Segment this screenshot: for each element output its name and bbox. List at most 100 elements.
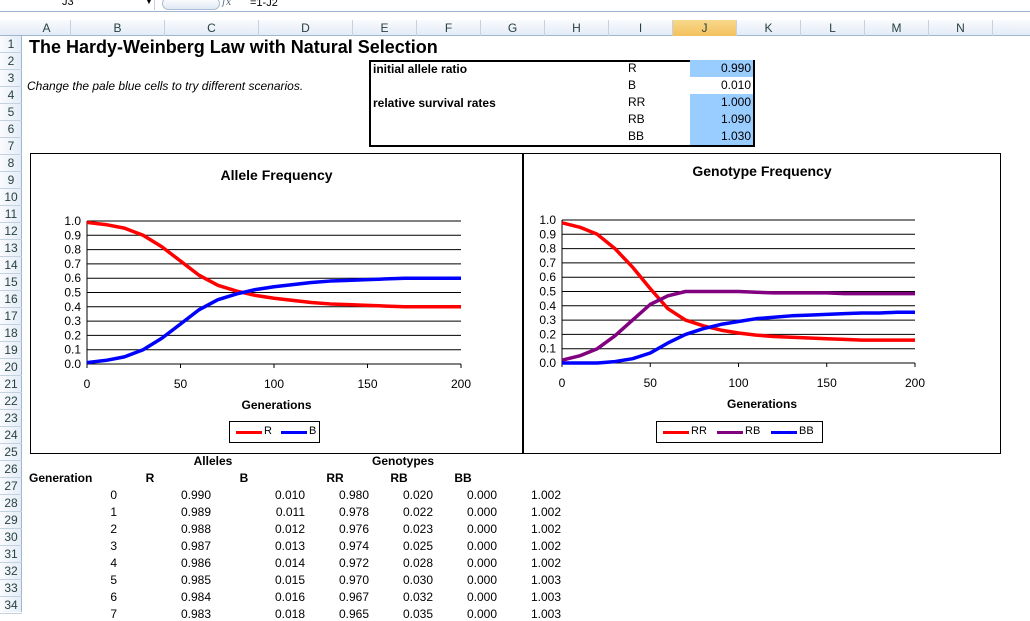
row-header-28[interactable]: 28 (0, 495, 22, 512)
row-header-8[interactable]: 8 (0, 155, 22, 172)
table-cell[interactable]: 0.986 (180, 556, 211, 570)
table-cell[interactable]: 0.967 (338, 590, 369, 604)
survival-rates-label[interactable]: relative survival rates (373, 96, 496, 110)
column-header-d[interactable]: D (259, 20, 353, 36)
row-header-2[interactable]: 2 (0, 53, 22, 70)
row-header-15[interactable]: 15 (0, 274, 22, 291)
param-name[interactable]: B (628, 78, 637, 92)
table-cell[interactable]: 0.983 (180, 607, 211, 621)
row-header-27[interactable]: 27 (0, 478, 22, 495)
sheet-subtitle[interactable]: Change the pale blue cells to try differ… (27, 79, 304, 93)
table-cell[interactable]: 0.965 (338, 607, 369, 621)
param-value-cell[interactable]: 1.030 (690, 128, 753, 145)
column-header-g[interactable]: G (481, 20, 545, 36)
row-header-14[interactable]: 14 (0, 257, 22, 274)
table-cell[interactable]: 0.985 (180, 573, 211, 587)
table-cell[interactable]: 0.000 (466, 522, 497, 536)
row-header-11[interactable]: 11 (0, 206, 22, 223)
column-header-b[interactable]: B (71, 20, 165, 36)
row-header-12[interactable]: 12 (0, 223, 22, 240)
name-box-dropdown-icon[interactable]: ▼ (145, 0, 153, 6)
table-cell[interactable]: 0.000 (466, 488, 497, 502)
table-cell[interactable]: 1.003 (530, 607, 561, 621)
table-cell[interactable]: 1.003 (530, 573, 561, 587)
genotype-frequency-chart[interactable]: Genotype Frequency 0.0 0.1 0.2 0.3 0.4 0.5 0.6… (523, 153, 1001, 454)
row-header-5[interactable]: 5 (0, 104, 22, 121)
row-header-23[interactable]: 23 (0, 410, 22, 427)
table-cell[interactable]: 0.016 (274, 590, 305, 604)
table-cell[interactable]: 0.987 (180, 539, 211, 553)
table-cell[interactable]: 0.032 (402, 590, 433, 604)
table-cell[interactable]: 0.000 (466, 590, 497, 604)
table-cell[interactable]: 0.020 (402, 488, 433, 502)
table-cell[interactable]: 0.000 (466, 556, 497, 570)
column-header-c[interactable]: C (165, 20, 259, 36)
table-cell[interactable]: 0.989 (180, 505, 211, 519)
table-cell[interactable]: 1 (110, 505, 117, 519)
row-header-22[interactable]: 22 (0, 393, 22, 410)
row-header-16[interactable]: 16 (0, 291, 22, 308)
param-value-cell[interactable]: 1.090 (690, 111, 753, 128)
insert-function-icon[interactable]: fx (222, 0, 232, 8)
param-name[interactable]: RR (628, 95, 646, 109)
table-cell[interactable]: 0.011 (275, 505, 305, 519)
column-header-a[interactable]: A (23, 20, 71, 36)
param-name[interactable]: BB (628, 129, 645, 143)
table-column-header[interactable]: RR (326, 471, 344, 485)
table-cell[interactable]: 0.014 (274, 556, 305, 570)
table-cell[interactable]: 0.030 (402, 573, 433, 587)
row-header-20[interactable]: 20 (0, 359, 22, 376)
param-value-cell[interactable]: 0.010 (690, 77, 753, 94)
row-header-32[interactable]: 32 (0, 563, 22, 580)
sheet-title[interactable]: The Hardy-Weinberg Law with Natural Sele… (29, 37, 438, 57)
param-name[interactable]: R (628, 61, 637, 75)
row-header-34[interactable]: 34 (0, 597, 22, 614)
table-cell[interactable]: 0.035 (402, 607, 433, 621)
table-cell[interactable]: 0.990 (180, 488, 211, 502)
table-cell[interactable]: 0.012 (274, 522, 305, 536)
table-cell[interactable]: 0.000 (466, 539, 497, 553)
initial-ratio-label[interactable]: initial allele ratio (373, 62, 468, 76)
table-cell[interactable]: 0.015 (274, 573, 305, 587)
column-header-n[interactable]: N (929, 20, 993, 36)
table-column-header[interactable]: R (145, 471, 155, 485)
column-header-m[interactable]: M (865, 20, 929, 36)
row-header-33[interactable]: 33 (0, 580, 22, 597)
param-value-cell[interactable]: 1.000 (690, 94, 753, 111)
table-cell[interactable]: 0.023 (402, 522, 433, 536)
table-cell[interactable]: 1.002 (530, 488, 561, 502)
row-header-3[interactable]: 3 (0, 70, 22, 87)
column-header-f[interactable]: F (417, 20, 481, 36)
table-cell[interactable]: 0.980 (338, 488, 369, 502)
row-header-29[interactable]: 29 (0, 512, 22, 529)
table-cell[interactable]: 0.025 (402, 539, 433, 553)
table-cell[interactable]: 1.002 (530, 539, 561, 553)
genotypes-header[interactable]: Genotypes (371, 454, 434, 468)
name-box[interactable]: J3 (0, 0, 155, 10)
column-header-k[interactable]: K (737, 20, 801, 36)
formula-bar-resize-handle[interactable] (162, 0, 220, 10)
table-cell[interactable]: 0.974 (338, 539, 369, 553)
table-cell[interactable]: 0.018 (274, 607, 305, 621)
table-cell[interactable]: 2 (110, 522, 117, 536)
column-header-e[interactable]: E (353, 20, 417, 36)
table-cell[interactable]: 7 (110, 607, 117, 621)
row-header-25[interactable]: 25 (0, 444, 22, 461)
param-name[interactable]: RB (628, 112, 645, 126)
table-cell[interactable]: 1.003 (530, 590, 561, 604)
column-header-h[interactable]: H (545, 20, 609, 36)
worksheet-grid[interactable]: The Hardy-Weinberg Law with Natural Sele… (23, 36, 1030, 621)
table-cell[interactable]: 1.002 (530, 522, 561, 536)
table-cell[interactable]: 0.976 (338, 522, 369, 536)
table-cell[interactable]: 4 (110, 556, 117, 570)
table-cell[interactable]: 0.978 (338, 505, 369, 519)
table-cell[interactable]: 6 (110, 590, 117, 604)
table-cell[interactable]: 0.000 (466, 573, 497, 587)
table-cell[interactable]: 0 (110, 488, 117, 502)
row-header-18[interactable]: 18 (0, 325, 22, 342)
row-header-24[interactable]: 24 (0, 427, 22, 444)
row-header-19[interactable]: 19 (0, 342, 22, 359)
row-header-17[interactable]: 17 (0, 308, 22, 325)
row-header-10[interactable]: 10 (0, 189, 22, 206)
table-cell[interactable]: 1.002 (530, 505, 561, 519)
